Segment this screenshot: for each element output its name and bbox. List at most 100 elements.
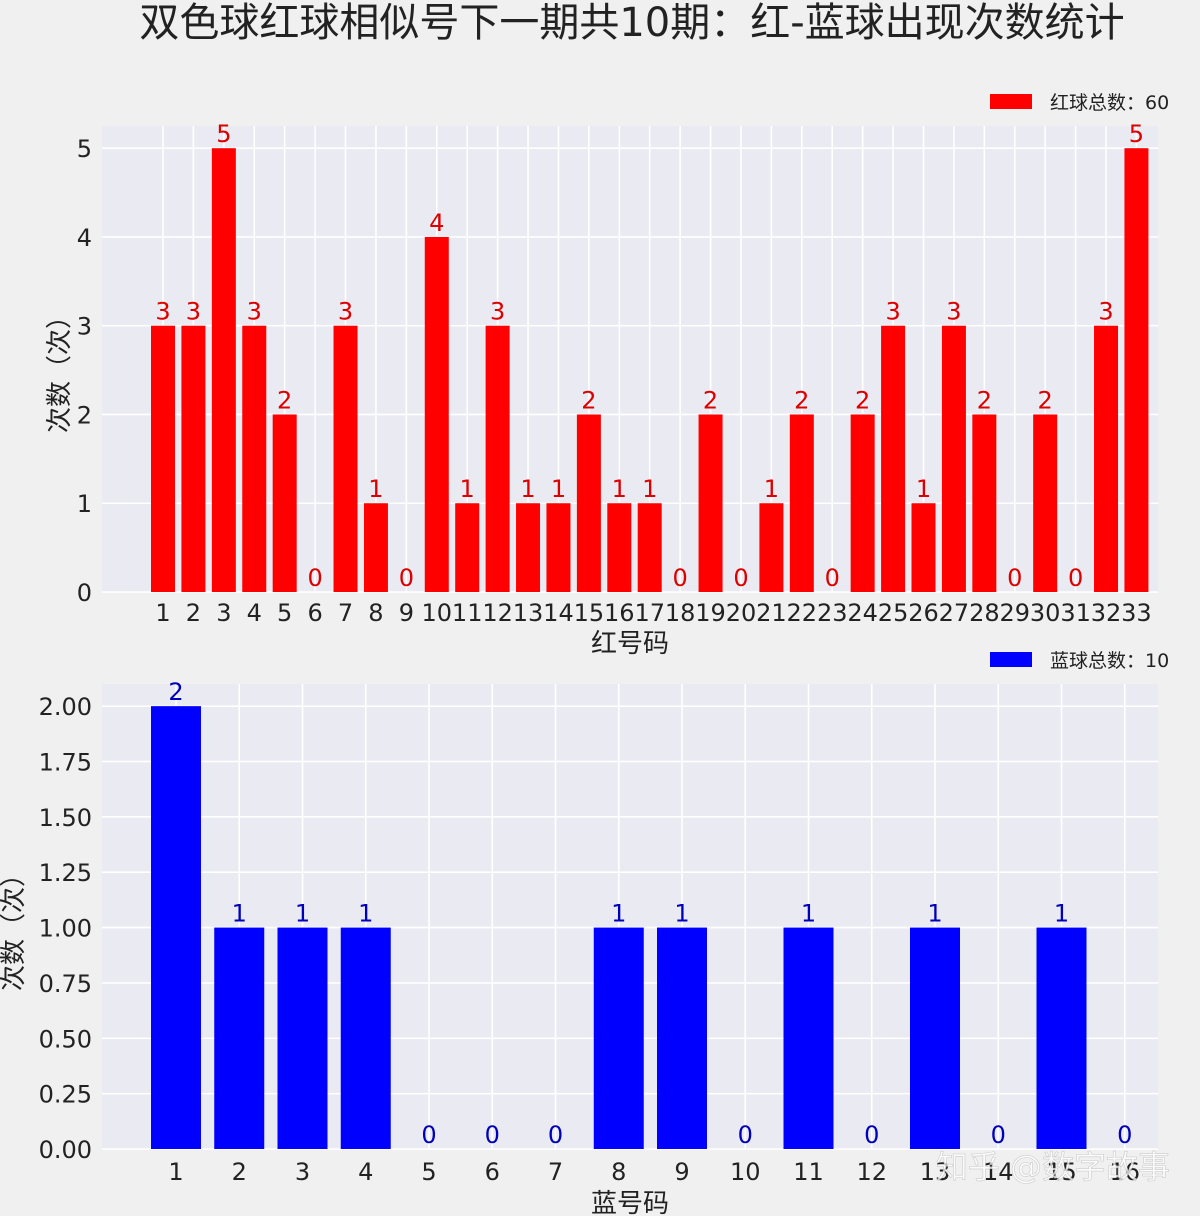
blue-ball-chart: 0.000.250.500.751.001.251.501.752.002112… bbox=[0, 650, 1169, 1216]
x-tick-label: 29 bbox=[999, 599, 1030, 627]
data-label: 0 bbox=[672, 564, 687, 592]
bar-24 bbox=[850, 414, 875, 592]
bar-1 bbox=[151, 325, 175, 592]
x-tick-label: 2 bbox=[186, 599, 201, 627]
x-tick-label: 12 bbox=[856, 1158, 887, 1186]
data-label: 2 bbox=[277, 386, 292, 414]
data-label: 0 bbox=[1117, 1121, 1132, 1149]
x-tick-label: 8 bbox=[368, 599, 383, 627]
bar-8 bbox=[593, 927, 644, 1149]
legend-swatch bbox=[990, 652, 1032, 667]
data-label: 1 bbox=[801, 900, 816, 928]
data-label: 2 bbox=[581, 386, 596, 414]
x-tick-label: 23 bbox=[817, 599, 848, 627]
x-tick-label: 20 bbox=[726, 599, 757, 627]
bar-33 bbox=[1124, 148, 1149, 592]
data-label: 1 bbox=[460, 475, 475, 503]
x-tick-label: 4 bbox=[358, 1158, 373, 1186]
y-tick-label: 4 bbox=[77, 224, 92, 252]
x-tick-label: 16 bbox=[1109, 1158, 1140, 1186]
x-axis-label: 红号码 bbox=[591, 629, 669, 659]
data-label: 2 bbox=[977, 386, 992, 414]
x-tick-label: 22 bbox=[787, 599, 818, 627]
bar-10 bbox=[424, 236, 449, 592]
bar-4 bbox=[340, 927, 391, 1149]
data-label: 3 bbox=[186, 298, 201, 326]
x-tick-label: 31 bbox=[1060, 599, 1091, 627]
data-label: 2 bbox=[794, 386, 809, 414]
bar-4 bbox=[242, 325, 267, 592]
bar-22 bbox=[789, 414, 814, 592]
x-tick-label: 15 bbox=[1046, 1158, 1077, 1186]
data-label: 2 bbox=[703, 386, 718, 414]
y-tick-label: 0.25 bbox=[39, 1081, 92, 1109]
data-label: 1 bbox=[642, 475, 657, 503]
x-tick-label: 7 bbox=[338, 599, 353, 627]
data-label: 5 bbox=[1129, 120, 1144, 148]
data-label: 1 bbox=[520, 475, 535, 503]
data-label: 4 bbox=[429, 209, 444, 237]
x-tick-label: 4 bbox=[247, 599, 262, 627]
x-tick-label: 13 bbox=[513, 599, 544, 627]
y-axis-label: 次数（次） bbox=[0, 861, 29, 991]
x-tick-label: 12 bbox=[482, 599, 513, 627]
y-tick-label: 1.50 bbox=[39, 804, 92, 832]
data-label: 1 bbox=[295, 900, 310, 928]
red-ball-chart: 0123453132533425063718094101113121131142… bbox=[45, 92, 1169, 659]
x-tick-label: 32 bbox=[1091, 599, 1122, 627]
legend-label: 蓝球总数：10 bbox=[1050, 650, 1169, 672]
bar-11 bbox=[455, 503, 480, 592]
x-tick-label: 7 bbox=[548, 1158, 563, 1186]
watermark-text: 知乎 @数字故事 bbox=[936, 1148, 1170, 1186]
x-tick-label: 16 bbox=[604, 599, 635, 627]
data-label: 0 bbox=[485, 1121, 500, 1149]
data-label: 1 bbox=[611, 900, 626, 928]
legend-swatch bbox=[990, 94, 1032, 109]
bar-25 bbox=[881, 325, 906, 592]
data-label: 0 bbox=[548, 1121, 563, 1149]
x-tick-label: 5 bbox=[421, 1158, 436, 1186]
x-tick-label: 3 bbox=[216, 599, 231, 627]
x-tick-label: 33 bbox=[1121, 599, 1152, 627]
bar-2 bbox=[214, 927, 265, 1149]
data-label: 2 bbox=[855, 386, 870, 414]
y-tick-label: 5 bbox=[77, 135, 92, 163]
x-tick-label: 14 bbox=[983, 1158, 1014, 1186]
bar-9 bbox=[657, 927, 707, 1149]
data-label: 0 bbox=[864, 1121, 879, 1149]
x-tick-label: 8 bbox=[611, 1158, 626, 1186]
data-label: 3 bbox=[946, 298, 961, 326]
data-label: 3 bbox=[490, 298, 505, 326]
data-label: 1 bbox=[358, 900, 373, 928]
bar-3 bbox=[211, 148, 236, 592]
bar-8 bbox=[363, 503, 388, 592]
x-tick-label: 21 bbox=[756, 599, 787, 627]
y-tick-label: 1.00 bbox=[39, 915, 92, 943]
bar-7 bbox=[333, 325, 358, 592]
x-tick-label: 5 bbox=[277, 599, 292, 627]
data-label: 1 bbox=[612, 475, 627, 503]
x-tick-label: 28 bbox=[969, 599, 1000, 627]
data-label: 2 bbox=[1038, 386, 1053, 414]
x-tick-label: 26 bbox=[908, 599, 939, 627]
data-label: 0 bbox=[738, 1121, 753, 1149]
bar-21 bbox=[759, 503, 784, 592]
bar-32 bbox=[1094, 325, 1119, 592]
data-label: 1 bbox=[916, 475, 931, 503]
x-tick-label: 6 bbox=[307, 599, 322, 627]
y-tick-label: 0.75 bbox=[39, 970, 92, 998]
x-tick-label: 19 bbox=[695, 599, 726, 627]
data-label: 1 bbox=[1054, 900, 1069, 928]
x-tick-label: 24 bbox=[847, 599, 878, 627]
bar-26 bbox=[911, 503, 936, 592]
y-tick-label: 2.00 bbox=[39, 693, 92, 721]
x-tick-label: 11 bbox=[793, 1158, 824, 1186]
y-tick-label: 1 bbox=[77, 490, 92, 518]
data-label: 3 bbox=[155, 298, 170, 326]
x-tick-label: 3 bbox=[295, 1158, 310, 1186]
bar-13 bbox=[910, 927, 960, 1149]
bar-13 bbox=[516, 503, 541, 592]
x-tick-label: 30 bbox=[1030, 599, 1061, 627]
y-tick-label: 0.00 bbox=[39, 1136, 92, 1164]
bar-27 bbox=[941, 325, 966, 592]
